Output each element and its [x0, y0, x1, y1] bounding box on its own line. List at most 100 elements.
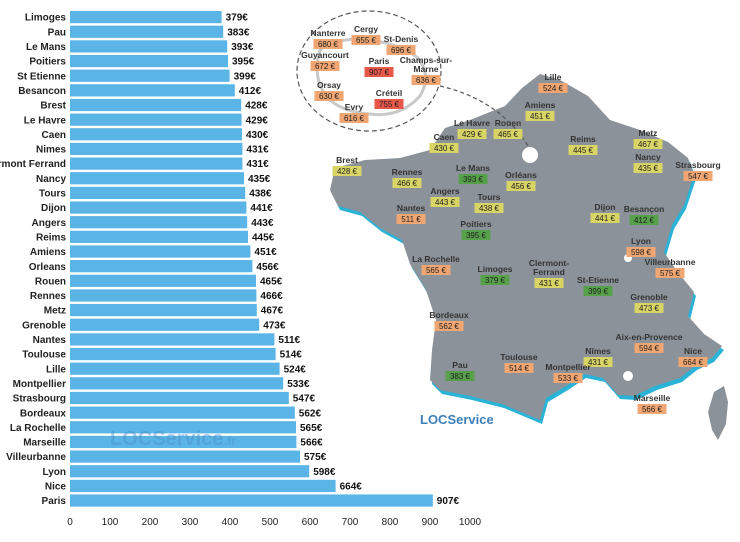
map-city-badge — [590, 213, 620, 223]
category-label: Nice — [45, 482, 67, 493]
map-city-value: 598 € — [631, 248, 652, 257]
map-city-name: Brest — [336, 155, 358, 165]
bar-nimes — [70, 142, 243, 156]
map-city-name: La Rochelle — [412, 254, 460, 264]
map-city-badge — [434, 321, 464, 331]
map-land — [330, 74, 722, 420]
map-city-name: Besançon — [624, 204, 665, 214]
category-label: Brest — [40, 101, 66, 112]
map-city-value: 664 € — [683, 358, 704, 367]
bar-strasbourg — [70, 391, 289, 405]
map-city-badge — [568, 145, 598, 155]
map-city-name: Nice — [684, 346, 702, 356]
bar-le-havre — [70, 113, 242, 126]
category-label: Nimes — [36, 145, 66, 156]
bar-rennes — [70, 289, 257, 302]
value-label: 441€ — [250, 203, 273, 214]
inset-city-value: 755 € — [379, 100, 400, 109]
value-label: 598€ — [313, 467, 336, 478]
map-city-name: Rouen — [495, 118, 521, 128]
value-label: 451€ — [254, 247, 277, 258]
value-label: 466€ — [260, 291, 283, 302]
category-label: St Etienne — [17, 71, 66, 82]
category-label: Bordeaux — [20, 408, 67, 419]
map-city-badge — [538, 83, 568, 93]
bar-grenoble — [70, 318, 260, 331]
map-city-value: 399 € — [588, 287, 609, 296]
x-tick-label: 500 — [262, 517, 279, 528]
map-watermark-text: LOCService — [420, 412, 494, 427]
bar-lyon — [70, 465, 310, 478]
map-city-value: 575 € — [660, 269, 681, 278]
value-label: 664€ — [340, 482, 363, 493]
map-city-name: Dijon — [594, 202, 615, 212]
bar-rouen — [70, 274, 256, 287]
map-city-value: 594 € — [639, 344, 660, 353]
value-label: 429€ — [246, 115, 269, 126]
value-label: 467€ — [261, 306, 284, 317]
value-label: 562€ — [299, 408, 322, 419]
inset-city-value: 630 € — [319, 92, 340, 101]
map-city-name: Marseille — [634, 393, 671, 403]
category-label: Angers — [32, 218, 67, 229]
value-label: 473€ — [263, 320, 286, 331]
map-city-value: 379 € — [485, 276, 506, 285]
map-city-name: Grenoble — [630, 292, 668, 302]
value-label: 435€ — [248, 174, 271, 185]
inset-city-badge — [364, 67, 394, 77]
bar-montpellier — [70, 377, 284, 390]
bar-nice — [70, 479, 336, 492]
map-city-value: 566 € — [642, 405, 663, 414]
bar-bordeaux — [70, 406, 295, 419]
bar-angers — [70, 216, 248, 229]
bar-nantes — [70, 333, 275, 346]
category-label: Marseille — [23, 438, 66, 449]
map-city-name: Reims — [570, 134, 596, 144]
map-city-badge — [430, 197, 460, 207]
map-city-badge — [332, 166, 362, 176]
map-city-value: 441 € — [595, 214, 616, 223]
value-label: 430€ — [246, 130, 269, 141]
map-city-badge — [626, 247, 656, 257]
inset-city-value: 616 € — [344, 114, 365, 123]
x-axis: 0 100 200 300 400 500 600 700 800 900 1000 — [67, 517, 481, 528]
x-tick-label: 0 — [67, 517, 73, 528]
bar-brest — [70, 98, 242, 112]
category-label: Le Havre — [24, 115, 67, 126]
inset-city-name: Guyancourt — [301, 50, 349, 60]
category-label: Montpellier — [13, 379, 66, 390]
paris-marker — [522, 147, 538, 163]
x-tick-label: 300 — [182, 517, 199, 528]
map-city-badge — [396, 214, 426, 224]
bar-pau — [70, 25, 224, 38]
map-city-badge — [504, 363, 534, 373]
map-city-value: 428 € — [337, 167, 358, 176]
map-city-badge — [457, 129, 487, 139]
map-city-value: 524 € — [543, 84, 564, 93]
map-city-name: St-Etienne — [577, 275, 619, 285]
category-label: Dijon — [41, 203, 66, 214]
x-tick-label: 700 — [342, 517, 359, 528]
category-label: Pau — [48, 27, 66, 38]
map-city-name: Lyon — [631, 236, 651, 246]
map-city-labels: Lille 524 € Amiens 451 € Le Havre 429 € Rouen 4… — [301, 24, 721, 414]
bar-la-rochelle — [70, 421, 296, 434]
map-city-badge — [683, 171, 713, 181]
map-city-name: Nancy — [635, 152, 661, 162]
value-label: 438€ — [249, 189, 272, 200]
value-label: 443€ — [251, 218, 274, 229]
inset-city-value: 696 € — [391, 46, 412, 55]
category-label: Besancon — [18, 86, 66, 97]
category-label: Limoges — [25, 13, 67, 24]
value-label: 393€ — [231, 42, 254, 53]
map-city-value: 451 € — [530, 112, 551, 121]
marseille-marker — [623, 371, 633, 381]
map-city-value: 473 € — [639, 304, 660, 313]
bar-st-etienne — [70, 69, 230, 82]
map-city-value: 438 € — [479, 204, 500, 213]
inset-city-name: Nanterre — [311, 28, 346, 38]
map-city-badge — [392, 178, 422, 188]
map-city-value: 431 € — [588, 358, 609, 367]
map-city-value: 445 € — [573, 146, 594, 155]
